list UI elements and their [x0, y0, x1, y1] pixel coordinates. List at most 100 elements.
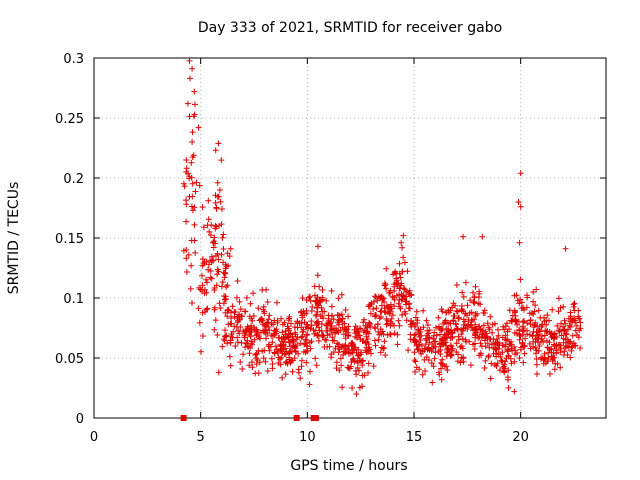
data-point [577, 325, 584, 332]
data-point [408, 323, 415, 330]
data-point [249, 359, 255, 366]
data-point [308, 322, 315, 329]
data-point [264, 368, 271, 374]
data-point [485, 352, 492, 359]
data-point [250, 313, 257, 319]
data-point [359, 372, 366, 379]
data-point [264, 299, 271, 305]
data-point [306, 381, 313, 388]
data-point [240, 351, 247, 358]
data-point [561, 317, 568, 324]
data-point [447, 342, 454, 349]
data-point [539, 355, 546, 362]
data-point [546, 346, 553, 353]
zero-markers [180, 415, 319, 421]
data-point [547, 371, 553, 377]
data-point [493, 350, 500, 357]
data-point [236, 298, 243, 305]
data-point [305, 325, 312, 332]
data-point [375, 336, 382, 343]
data-point [405, 347, 412, 354]
data-point [348, 359, 355, 365]
data-point [339, 343, 346, 350]
data-point [396, 270, 403, 277]
data-point [466, 338, 473, 345]
data-point [383, 321, 390, 328]
data-point [307, 368, 313, 375]
data-point [191, 221, 198, 228]
data-point [494, 360, 501, 367]
data-point [199, 282, 206, 289]
data-point [251, 324, 257, 331]
data-point [516, 300, 523, 307]
data-point [363, 333, 370, 340]
data-point [327, 319, 334, 326]
data-point [454, 358, 461, 365]
data-point [516, 239, 523, 246]
data-point [282, 328, 289, 335]
data-point [205, 197, 212, 204]
data-point [187, 75, 193, 82]
data-point [292, 345, 299, 352]
data-point [517, 276, 524, 283]
data-point [231, 313, 238, 320]
data-point [557, 364, 564, 371]
data-point [412, 369, 419, 375]
data-point [381, 338, 388, 345]
data-point [299, 312, 306, 319]
data-point [269, 365, 276, 372]
data-point [234, 339, 241, 346]
data-point [277, 361, 284, 368]
data-point [399, 312, 406, 318]
data-point [183, 157, 190, 163]
data-point [287, 359, 294, 366]
data-point [238, 313, 245, 320]
data-point [522, 335, 529, 342]
data-point [405, 305, 412, 312]
data-point [338, 311, 345, 318]
data-point [411, 332, 418, 339]
data-point [242, 308, 249, 315]
data-point [454, 326, 461, 333]
data-point [285, 330, 292, 337]
data-point [207, 257, 214, 264]
data-points [180, 57, 584, 397]
data-point [455, 336, 462, 343]
data-point [214, 179, 221, 186]
data-point [564, 336, 571, 343]
data-point [396, 303, 403, 310]
data-point [359, 362, 366, 369]
data-point [249, 341, 255, 348]
data-point [370, 306, 377, 312]
data-point [294, 342, 301, 348]
data-point [415, 329, 422, 335]
data-point [552, 360, 559, 367]
data-point [265, 316, 272, 323]
data-point [222, 333, 229, 340]
data-point [394, 331, 401, 338]
data-point [345, 346, 352, 353]
data-point [313, 312, 319, 319]
data-point [279, 374, 286, 381]
data-point [272, 343, 279, 350]
data-point [470, 327, 477, 334]
data-point [332, 345, 339, 352]
data-point [511, 292, 518, 299]
data-point [222, 293, 229, 300]
data-point [249, 317, 256, 324]
data-point [383, 285, 390, 292]
data-point [219, 206, 225, 212]
data-point [418, 342, 425, 349]
data-point [328, 287, 335, 294]
data-point [338, 362, 345, 369]
data-point [372, 325, 379, 332]
data-point [188, 159, 195, 166]
data-point [515, 199, 522, 205]
data-point [507, 355, 514, 362]
data-point [425, 322, 431, 328]
data-point [431, 355, 438, 362]
data-point [538, 323, 545, 330]
data-point [437, 359, 444, 366]
data-point [430, 335, 437, 342]
data-point [472, 332, 479, 339]
